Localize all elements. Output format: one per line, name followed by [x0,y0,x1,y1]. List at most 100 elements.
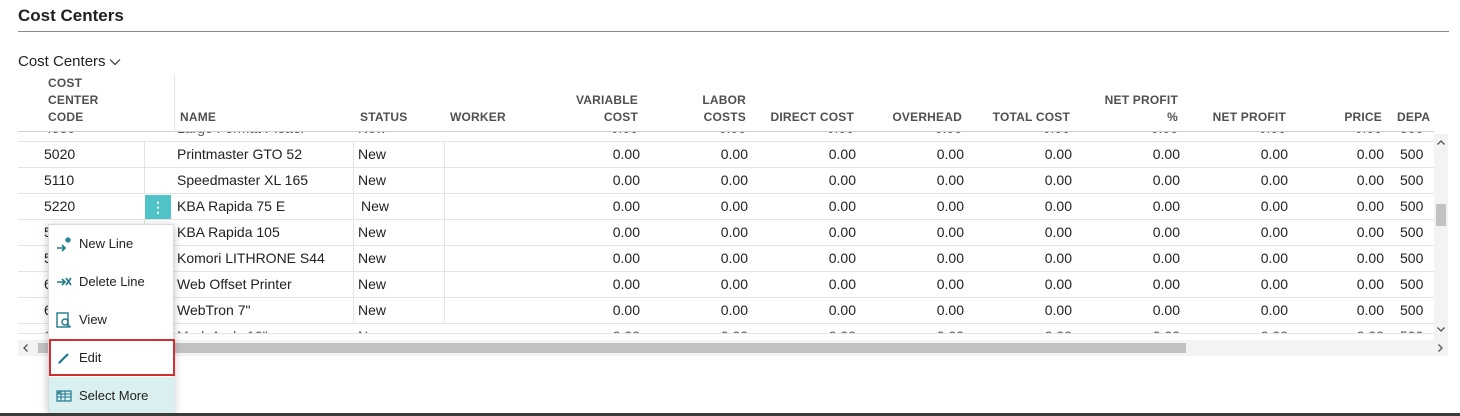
cell-variable-cost[interactable]: 0.00 [612,224,640,240]
cell-overhead[interactable]: 0.00 [936,224,964,240]
cell-total-cost[interactable]: 0.00 [1044,250,1072,266]
table-row[interactable]: 5020 Printmaster GTO 52 New 0.00 0.00 0.… [18,142,1434,168]
scroll-right-icon[interactable] [1432,340,1448,356]
table-row[interactable]: 5 KBA Rapida 105 New 0.00 0.00 0.00 0.00… [18,220,1434,246]
cell-net-profit[interactable]: 0.00 [1260,172,1288,188]
col-header-name[interactable]: NAME [180,110,217,124]
vertical-scrollbar[interactable] [1434,134,1448,340]
cell-total-cost[interactable]: 0.00 [1044,276,1072,292]
cell-labor-costs[interactable]: 0.00 [720,250,748,266]
cell-price[interactable]: 0.00 [1356,198,1384,214]
table-row[interactable]: 5110 Speedmaster XL 165 New 0.00 0.00 0.… [18,168,1434,194]
table-row-selected[interactable]: 5220 ⋮ KBA Rapida 75 E New 0.00 0.00 0.0… [18,194,1434,220]
cell-status[interactable]: New [361,198,390,214]
cell-price[interactable]: 0.00 [1356,276,1384,292]
cell-department[interactable]: 500 [1400,224,1424,240]
cell-labor-costs[interactable]: 0.00 [720,198,748,214]
cell-net-profit[interactable]: 0.00 [1260,146,1288,162]
cell-code[interactable]: 5020 [44,146,76,162]
scroll-up-icon[interactable] [1434,136,1448,150]
cell-code[interactable]: 6 [44,272,52,298]
cell-total-cost[interactable]: 0.00 [1044,198,1072,214]
menu-item-delete-line[interactable]: Delete Line [49,263,175,300]
cell-name[interactable]: KBA Rapida 105 [177,224,280,240]
cell-total-cost[interactable]: 0.00 [1044,302,1072,318]
cell-labor-costs[interactable]: 0.00 [720,146,748,162]
cell-labor-costs[interactable]: 0.00 [720,224,748,240]
cell-direct-cost[interactable]: 0.00 [828,302,856,318]
col-header-direct-cost[interactable]: DIRECT COST [770,110,854,124]
cell-department[interactable]: 500 [1400,198,1424,214]
cell-price[interactable]: 0.00 [1356,224,1384,240]
horizontal-scrollbar[interactable] [18,340,1448,356]
cell-net-profit-pct[interactable]: 0.00 [1152,224,1180,240]
menu-item-new-line[interactable]: New Line [49,225,175,262]
cell-price[interactable]: 0.00 [1356,302,1384,318]
cell-net-profit-pct[interactable]: 0.00 [1152,276,1180,292]
cell-department[interactable]: 500 [1400,250,1424,266]
col-header-overhead[interactable]: OVERHEAD [892,110,962,124]
scroll-left-icon[interactable] [18,340,34,356]
col-header-net-profit[interactable]: NET PROFIT [1212,110,1286,124]
cell-overhead[interactable]: 0.00 [936,250,964,266]
cell-direct-cost[interactable]: 0.00 [828,198,856,214]
cell-direct-cost[interactable]: 0.00 [828,224,856,240]
cell-overhead[interactable]: 0.00 [936,276,964,292]
cell-code[interactable]: 5220 [44,198,76,214]
row-actions-button[interactable]: ⋮ [145,195,171,219]
cell-department[interactable]: 500 [1400,302,1424,318]
menu-item-view[interactable]: View [49,301,175,338]
cell-net-profit-pct[interactable]: 0.00 [1152,172,1180,188]
cell-variable-cost[interactable]: 0.00 [612,198,640,214]
cell-labor-costs[interactable]: 0.00 [720,302,748,318]
menu-item-select-more[interactable]: Select More [49,377,175,414]
cell-net-profit-pct[interactable]: 0.00 [1152,198,1180,214]
table-row[interactable]: 6 WebTron 7" New 0.00 0.00 0.00 0.00 0.0… [18,298,1434,324]
col-header-labor-costs[interactable]: LABOR COSTS [646,92,746,126]
cell-direct-cost[interactable]: 0.00 [828,146,856,162]
table-row[interactable]: 5 Komori LITHRONE S44 New 0.00 0.00 0.00… [18,246,1434,272]
cost-centers-part-menu[interactable]: Cost Centers [18,53,121,70]
cell-total-cost[interactable]: 0.00 [1044,172,1072,188]
cell-price[interactable]: 0.00 [1356,146,1384,162]
cell-name[interactable]: Printmaster GTO 52 [177,146,303,162]
cell-overhead[interactable]: 0.00 [936,198,964,214]
cell-overhead[interactable]: 0.00 [936,172,964,188]
cell-net-profit[interactable]: 0.00 [1260,302,1288,318]
cell-status[interactable]: New [358,224,387,240]
menu-item-edit[interactable]: Edit [49,339,175,376]
cell-variable-cost[interactable]: 0.00 [612,146,640,162]
cell-overhead[interactable]: 0.00 [936,302,964,318]
cell-net-profit[interactable]: 0.00 [1260,276,1288,292]
cell-status[interactable]: New [358,250,387,266]
cell-code[interactable]: 6 [44,298,52,324]
col-header-status[interactable]: STATUS [360,110,408,124]
cell-direct-cost[interactable]: 0.00 [828,250,856,266]
cell-variable-cost[interactable]: 0.00 [612,250,640,266]
cell-net-profit[interactable]: 0.00 [1260,198,1288,214]
cell-code[interactable]: 5 [44,246,52,272]
cell-total-cost[interactable]: 0.00 [1044,224,1072,240]
cell-variable-cost[interactable]: 0.00 [612,172,640,188]
cell-net-profit[interactable]: 0.00 [1260,224,1288,240]
cell-labor-costs[interactable]: 0.00 [720,172,748,188]
col-header-total-cost[interactable]: TOTAL COST [992,110,1070,124]
cell-status[interactable]: New [358,172,387,188]
cell-price[interactable]: 0.00 [1356,172,1384,188]
cell-status[interactable]: New [358,146,387,162]
col-header-variable-cost[interactable]: VARIABLE COST [538,92,638,126]
cell-department[interactable]: 500 [1400,172,1424,188]
vertical-scroll-thumb[interactable] [1436,204,1446,226]
cell-code[interactable]: 5110 [44,172,75,188]
cell-net-profit-pct[interactable]: 0.00 [1152,146,1180,162]
cell-net-profit[interactable]: 0.00 [1260,250,1288,266]
cell-net-profit-pct[interactable]: 0.00 [1152,250,1180,266]
cell-name[interactable]: Komori LITHRONE S44 [177,250,325,266]
cell-status[interactable]: New [358,276,387,292]
cell-name[interactable]: KBA Rapida 75 E [177,198,286,214]
cell-name[interactable]: Speedmaster XL 165 [177,172,309,188]
cell-direct-cost[interactable]: 0.00 [828,276,856,292]
cell-direct-cost[interactable]: 0.00 [828,172,856,188]
cell-net-profit-pct[interactable]: 0.00 [1152,302,1180,318]
col-header-department[interactable]: DEPA [1397,110,1431,124]
